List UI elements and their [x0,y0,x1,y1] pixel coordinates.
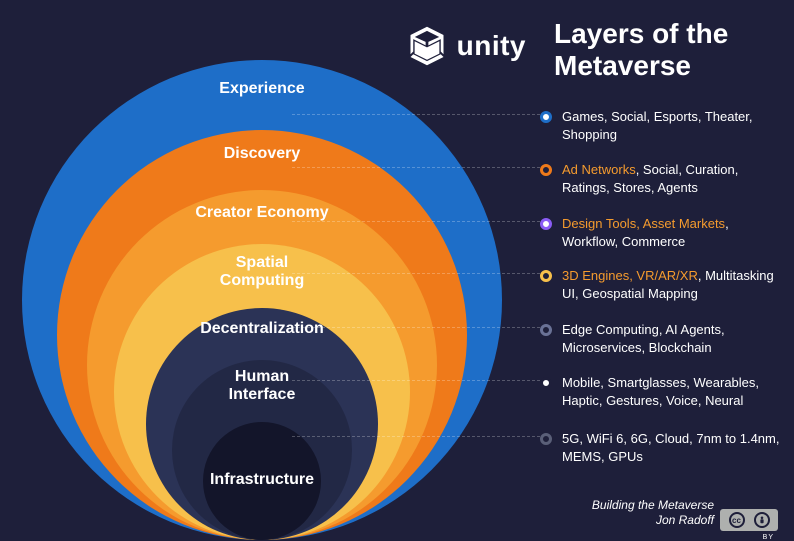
cc-badge: cc [720,509,778,531]
layer-label-human-interface: HumanInterface [229,368,296,404]
layer-label-infrastructure: Infrastructure [210,471,314,489]
cc-by-label: BY [763,534,774,541]
layer-label-discovery: Discovery [224,145,301,163]
page-title: Layers of the Metaverse [554,18,764,82]
legend-text-discovery: Ad Networks, Social, Curation, Ratings, … [562,161,780,196]
legend-dot-infrastructure [540,433,552,445]
legend-row-creator-economy: Design Tools, Asset Markets, Workflow, C… [540,215,780,250]
legend-dot-human-interface [540,377,552,389]
layer-label-experience: Experience [219,80,304,98]
connector-decentralization [292,327,540,328]
legend-row-human-interface: Mobile, Smartglasses, Wearables, Haptic,… [540,374,780,409]
legend-dot-discovery [540,164,552,176]
legend-text-infrastructure: 5G, WiFi 6, 6G, Cloud, 7nm to 1.4nm, MEM… [562,430,780,465]
by-icon [754,512,770,528]
connector-experience [292,114,540,115]
credit-line1: Building the Metaverse [592,498,714,514]
legend-dot-creator-economy [540,218,552,230]
legend-row-discovery: Ad Networks, Social, Curation, Ratings, … [540,161,780,196]
credit-block: Building the Metaverse Jon Radoff [592,498,714,529]
legend-row-experience: Games, Social, Esports, Theater, Shoppin… [540,108,780,143]
legend-text-creator-economy: Design Tools, Asset Markets, Workflow, C… [562,215,780,250]
connector-creator-economy [292,221,540,222]
layer-label-decentralization: Decentralization [200,320,324,338]
layer-label-creator-economy: Creator Economy [195,204,328,222]
legend-row-decentralization: Edge Computing, AI Agents, Microservices… [540,321,780,356]
legend-dot-decentralization [540,324,552,336]
layer-label-spatial-computing: SpatialComputing [220,254,304,290]
legend-dot-experience [540,111,552,123]
legend-text-experience: Games, Social, Esports, Theater, Shoppin… [562,108,780,143]
connector-infrastructure [292,436,540,437]
unity-logo-text: unity [457,30,526,62]
legend-row-infrastructure: 5G, WiFi 6, 6G, Cloud, 7nm to 1.4nm, MEM… [540,430,780,465]
connector-human-interface [292,380,540,381]
legend-dot-spatial-computing [540,270,552,282]
legend-row-spatial-computing: 3D Engines, VR/AR/XR, Multitasking UI, G… [540,267,780,302]
legend-text-decentralization: Edge Computing, AI Agents, Microservices… [562,321,780,356]
credit-line2: Jon Radoff [592,513,714,529]
legend-text-spatial-computing: 3D Engines, VR/AR/XR, Multitasking UI, G… [562,267,780,302]
connector-spatial-computing [292,273,540,274]
legend-text-human-interface: Mobile, Smartglasses, Wearables, Haptic,… [562,374,780,409]
cc-icon: cc [729,512,745,528]
nested-circles-diagram: Experience Discovery Creator Economy Spatia… [22,60,502,540]
connector-discovery [292,167,540,168]
